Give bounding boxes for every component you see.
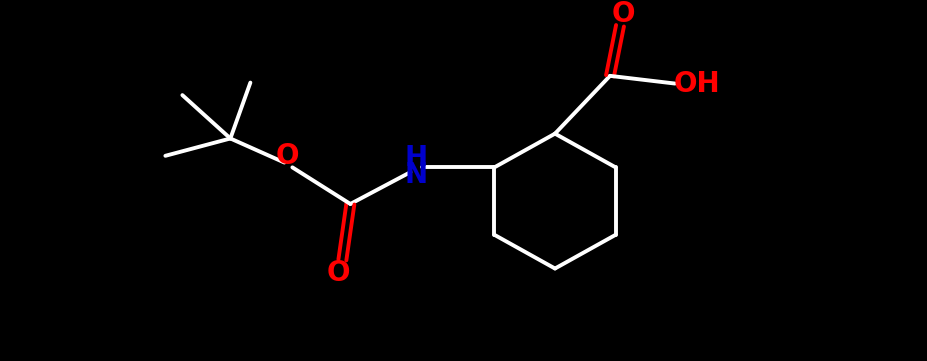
Text: O: O bbox=[326, 259, 349, 287]
Text: OH: OH bbox=[673, 70, 719, 97]
Text: O: O bbox=[275, 142, 298, 170]
Text: N: N bbox=[404, 161, 427, 189]
Text: O: O bbox=[611, 0, 634, 28]
Text: H: H bbox=[404, 144, 427, 172]
